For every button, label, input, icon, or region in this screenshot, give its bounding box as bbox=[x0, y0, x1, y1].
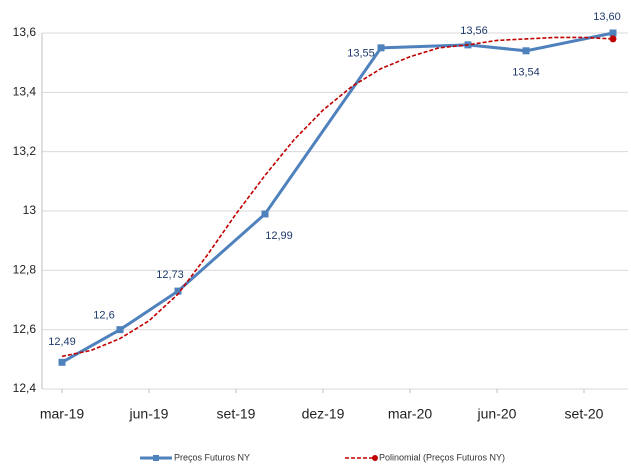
point bbox=[174, 287, 182, 295]
y-tick-label: 13,6 bbox=[13, 25, 37, 39]
data-label: 12,49 bbox=[48, 336, 76, 348]
x-tick-label: jun-20 bbox=[477, 406, 517, 422]
legend-marker bbox=[153, 455, 159, 461]
y-tick-label: 12,4 bbox=[13, 381, 37, 395]
x-tick-label: mar-19 bbox=[40, 406, 85, 422]
point bbox=[609, 29, 617, 37]
trend-end-marker bbox=[609, 35, 617, 43]
point bbox=[58, 358, 66, 366]
data-label: 12,99 bbox=[265, 230, 293, 242]
y-tick-label: 12,6 bbox=[13, 322, 37, 336]
y-tick-label: 13,4 bbox=[13, 85, 37, 99]
y-tick-label: 13,2 bbox=[13, 144, 37, 158]
data-label: 13,54 bbox=[512, 67, 540, 79]
series-line bbox=[61, 31, 614, 364]
x-tick-label: dez-19 bbox=[302, 406, 345, 422]
data-label: 13,55 bbox=[347, 48, 375, 60]
x-tick-label: mar-20 bbox=[388, 406, 433, 422]
legend-marker bbox=[372, 455, 378, 461]
legend-label: Preços Futuros NY bbox=[174, 452, 250, 462]
data-label: 12,73 bbox=[156, 269, 184, 281]
y-tick-label: 12,8 bbox=[13, 263, 37, 277]
y-tick-label: 13 bbox=[23, 203, 37, 217]
x-tick-label: jun-19 bbox=[129, 406, 169, 422]
x-tick-label: set-19 bbox=[217, 406, 256, 422]
point bbox=[261, 210, 269, 218]
data-label: 13,60 bbox=[593, 11, 621, 23]
point bbox=[522, 47, 530, 55]
point bbox=[377, 44, 385, 52]
legend-label: Polinomial (Preços Futuros NY) bbox=[379, 452, 505, 462]
data-label: 12,6 bbox=[93, 310, 114, 322]
data-label: 13,56 bbox=[460, 25, 488, 37]
point bbox=[116, 326, 124, 334]
series-line bbox=[61, 36, 614, 358]
x-tick-label: set-20 bbox=[565, 406, 604, 422]
